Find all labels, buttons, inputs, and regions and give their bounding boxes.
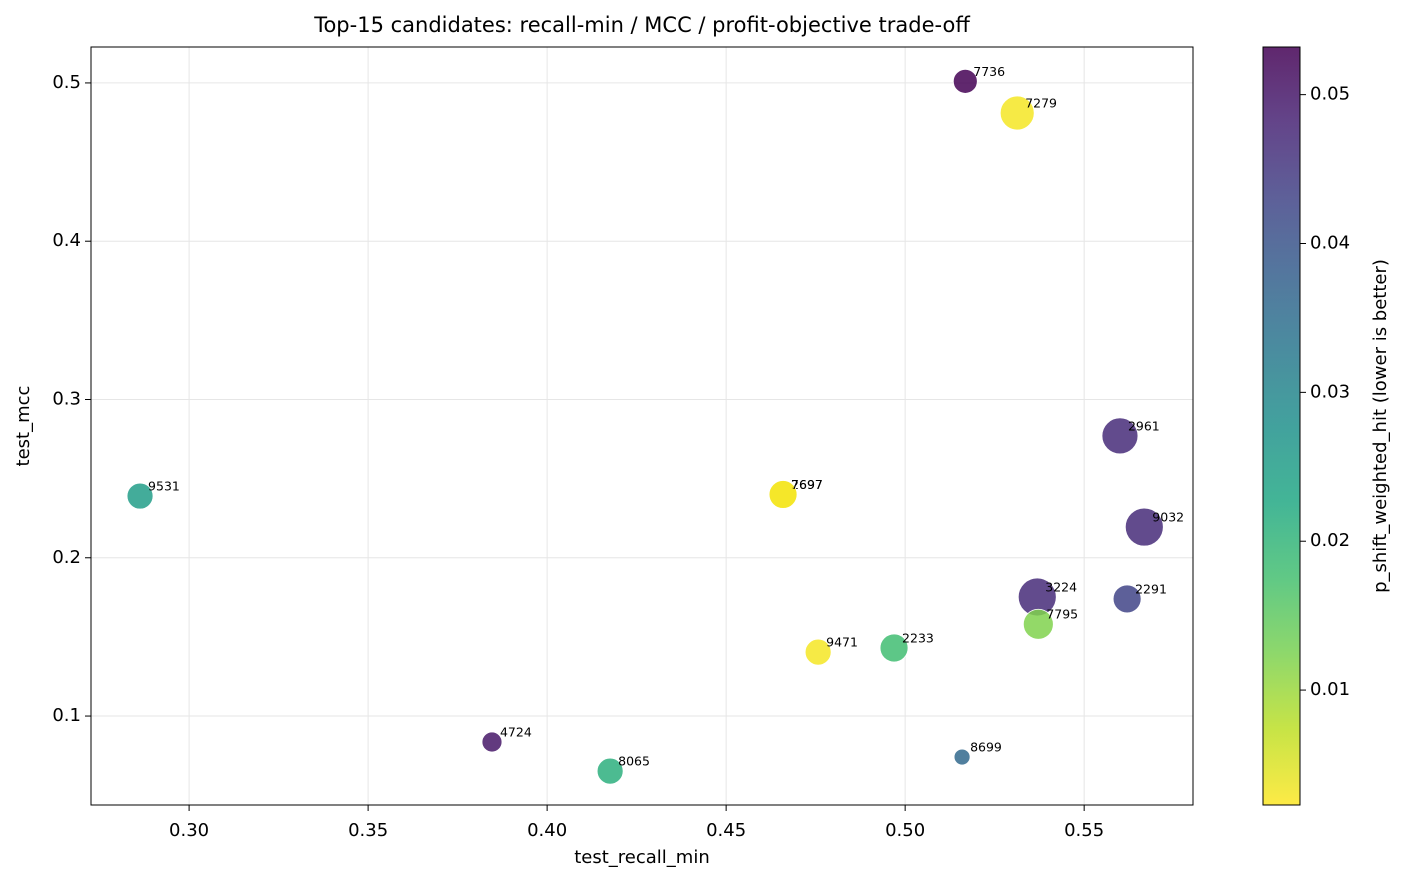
colorbar-tick-label: 0.05 [1310, 84, 1350, 105]
point-label: 9531 [148, 479, 180, 494]
y-tick-label: 0.4 [52, 230, 81, 251]
point-label: 3224 [1045, 580, 1077, 595]
point-label: 7736 [973, 64, 1005, 79]
point [999, 95, 1035, 131]
plot-frame [90, 46, 1194, 806]
x-tick-label: 0.50 [885, 820, 925, 841]
colorbar-tick-label: 0.02 [1310, 530, 1350, 551]
point-label: 7795 [1046, 607, 1078, 622]
point-label: 9471 [826, 635, 858, 650]
colorbar [1262, 46, 1301, 806]
point-label: 2697 [791, 477, 823, 492]
y-tick-label: 0.2 [52, 547, 81, 568]
point-label: 9032 [1152, 510, 1184, 525]
point [481, 731, 503, 753]
x-tick-label: 0.35 [348, 820, 388, 841]
chart-title: Top-15 candidates: recall-min / MCC / pr… [313, 13, 970, 37]
point-label: 2233 [902, 630, 934, 645]
point [1101, 417, 1139, 455]
point [126, 482, 154, 510]
point-label: 2961 [1128, 418, 1160, 433]
point-label: 2291 [1135, 581, 1167, 596]
y-axis-label: test_mcc [13, 386, 34, 467]
colorbar-tick-label: 0.03 [1310, 381, 1350, 402]
point [1022, 608, 1054, 640]
point [952, 68, 978, 94]
point [804, 638, 832, 666]
x-tick-label: 0.40 [527, 820, 567, 841]
colorbar-tick-label: 0.01 [1310, 679, 1350, 700]
point [596, 757, 624, 785]
point [1124, 507, 1164, 547]
y-tick-label: 0.5 [52, 72, 81, 93]
point-label: 8699 [970, 740, 1002, 755]
y-tick-label: 0.1 [52, 705, 81, 726]
x-tick-label: 0.55 [1064, 820, 1104, 841]
x-tick-label: 0.45 [706, 820, 746, 841]
point-label: 7279 [1025, 96, 1057, 111]
point [953, 748, 971, 766]
x-axis-label: test_recall_min [574, 847, 710, 868]
x-tick-label: 0.30 [169, 820, 209, 841]
point [879, 633, 909, 663]
point-label: 4724 [500, 725, 532, 740]
point-label: 8065 [618, 754, 650, 769]
colorbar-label: p_shift_weighted_hit (lower is better) [1370, 259, 1391, 593]
point-label: 7697 [791, 477, 823, 492]
point [1112, 584, 1142, 614]
colorbar-tick-label: 0.04 [1310, 232, 1350, 253]
point [768, 480, 798, 509]
y-tick-label: 0.3 [52, 388, 81, 409]
